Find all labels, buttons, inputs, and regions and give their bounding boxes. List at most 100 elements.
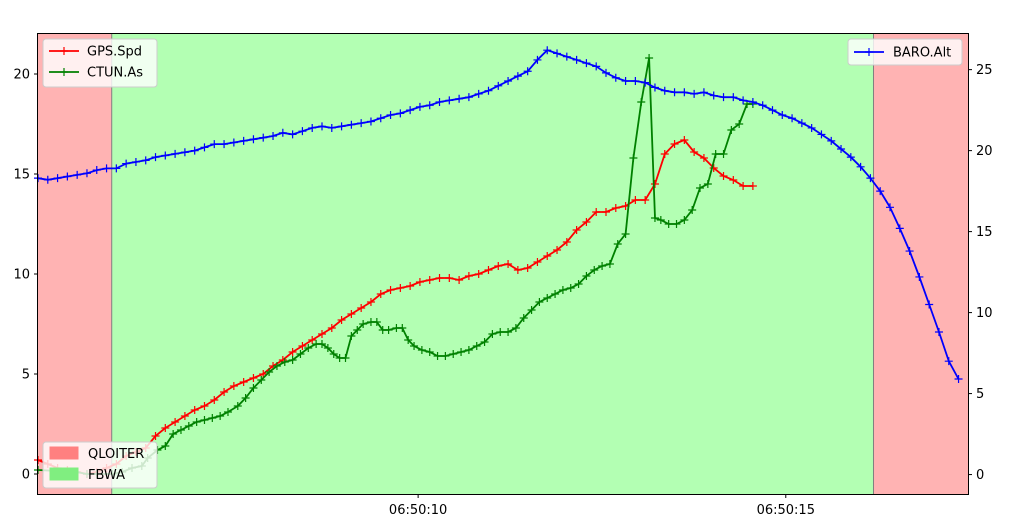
data-point (410, 342, 419, 350)
data-point (161, 151, 170, 160)
data-point (631, 76, 640, 85)
data-point (699, 154, 708, 162)
data-point (220, 388, 229, 396)
data-point (543, 46, 552, 55)
data-point (513, 72, 522, 81)
data-point (519, 314, 528, 322)
data-point (298, 342, 307, 350)
data-point (171, 149, 180, 158)
y-left-tick-label: 15 (13, 168, 30, 183)
y-right-tick-label: 20 (976, 144, 993, 159)
y-left-tick-label: 10 (13, 268, 30, 283)
data-point (404, 336, 413, 344)
data-point (357, 304, 366, 312)
data-point (605, 260, 614, 268)
data-point (621, 230, 630, 238)
data-point (925, 300, 934, 309)
data-point (535, 298, 544, 306)
legend-marker (60, 68, 68, 76)
data-point (359, 320, 368, 328)
data-point (709, 91, 718, 100)
data-point (650, 83, 659, 92)
y-right-tick-label: 0 (976, 468, 984, 483)
data-point (347, 332, 356, 340)
data-point (562, 238, 571, 246)
data-point (474, 89, 483, 98)
data-point (317, 330, 326, 338)
y-right-tick-label: 5 (976, 387, 984, 402)
data-point (533, 55, 542, 64)
data-point (112, 164, 121, 173)
data-point (455, 94, 464, 103)
mode-band-fbwa-1 (111, 34, 874, 494)
data-point (210, 140, 219, 149)
data-point (417, 346, 426, 354)
data-point (611, 204, 620, 212)
data-point (729, 176, 738, 184)
data-point (837, 145, 846, 153)
data-point (885, 203, 894, 212)
data-point (208, 414, 217, 422)
data-point (298, 127, 307, 136)
y-left-tick-label: 20 (13, 68, 30, 83)
data-point (296, 350, 305, 358)
data-point (341, 354, 350, 362)
data-point (63, 172, 72, 181)
data-point (494, 81, 503, 90)
data-point (496, 328, 505, 336)
data-point (523, 67, 532, 76)
data-point (613, 240, 622, 248)
data-point (758, 101, 767, 110)
data-point (366, 298, 375, 306)
data-point (876, 187, 885, 196)
data-point (511, 324, 520, 332)
x-tick-label: 06:50:10 (389, 503, 447, 518)
data-point (582, 218, 591, 226)
data-point (719, 172, 728, 180)
data-point (280, 358, 289, 366)
data-point (169, 430, 178, 438)
data-point (543, 252, 552, 260)
data-point (504, 76, 513, 85)
data-point (551, 290, 560, 298)
data-point (241, 394, 250, 402)
data-point (257, 376, 266, 384)
data-point (269, 132, 278, 141)
data-point (474, 270, 483, 278)
data-point (445, 274, 454, 282)
data-point (376, 290, 385, 298)
data-point (200, 143, 209, 152)
data-point (353, 326, 362, 334)
data-point (472, 342, 481, 350)
data-point (807, 123, 816, 132)
data-point (543, 294, 552, 302)
data-point (272, 362, 281, 370)
data-point (92, 166, 101, 175)
y-left-tick-label: 5 (22, 368, 30, 383)
data-point (223, 408, 232, 416)
data-point (621, 76, 630, 85)
data-point (229, 138, 238, 147)
data-point (703, 180, 712, 188)
data-point (288, 130, 297, 139)
data-point (233, 402, 242, 410)
data-point (934, 328, 943, 337)
y-right-tick-label: 25 (976, 63, 993, 78)
data-point (788, 114, 797, 123)
data-point (192, 418, 201, 426)
data-point (488, 330, 497, 338)
data-point (645, 54, 654, 62)
data-point (641, 196, 650, 204)
data-point (210, 396, 219, 404)
data-point (670, 140, 679, 148)
data-point (660, 150, 669, 158)
data-point (739, 96, 748, 105)
data-point (151, 153, 160, 162)
data-point (337, 122, 346, 131)
y-right-tick-label: 15 (976, 225, 993, 240)
data-point (719, 93, 728, 102)
data-point (376, 114, 385, 123)
data-point (278, 128, 287, 137)
data-point (43, 175, 52, 184)
data-point (464, 272, 473, 280)
